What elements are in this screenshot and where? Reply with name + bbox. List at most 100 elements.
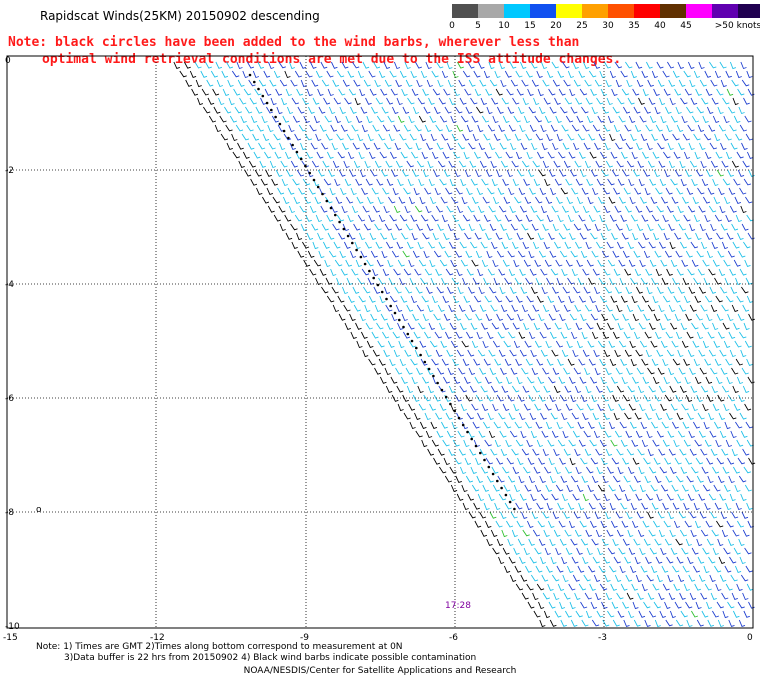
wind-barb — [663, 151, 671, 159]
wind-barb — [635, 205, 643, 213]
wind-barb — [486, 106, 493, 115]
wind-barb — [504, 70, 512, 78]
wind-barb — [318, 106, 326, 114]
wind-barb — [495, 232, 503, 240]
wind-barb — [686, 331, 694, 339]
wind-barb — [543, 241, 550, 249]
wind-barb — [686, 475, 694, 483]
wind-barb — [483, 214, 491, 222]
wind-barb — [635, 430, 643, 438]
wind-barb — [551, 430, 559, 438]
wind-barb — [647, 160, 655, 168]
wind-barb — [612, 619, 620, 627]
wind-barb — [743, 97, 750, 105]
wind-barb — [702, 340, 709, 349]
wind-barb — [748, 313, 755, 321]
wind-barb — [732, 529, 740, 537]
wind-barb — [507, 394, 515, 402]
wind-barb — [447, 79, 454, 88]
wind-barb — [475, 394, 483, 402]
wind-barb — [523, 403, 531, 411]
wind-barb — [530, 574, 539, 582]
wind-barb — [502, 115, 510, 123]
wind-barb — [652, 376, 660, 384]
wind-barb — [675, 619, 684, 627]
time-label: 17:28 — [445, 601, 471, 611]
wind-barb — [483, 421, 491, 429]
wind-barb — [682, 565, 690, 573]
wind-barb — [369, 232, 377, 240]
wind-barb — [644, 187, 651, 196]
wind-barb — [710, 511, 718, 519]
wind-barb — [703, 196, 711, 204]
wind-barb — [250, 178, 258, 186]
wind-barb — [429, 259, 436, 268]
wind-barb — [489, 367, 497, 375]
wind-barb — [717, 619, 725, 628]
wind-barb — [256, 187, 263, 195]
wind-barb — [462, 133, 470, 141]
wind-barb — [599, 214, 606, 223]
wind-barb — [302, 178, 311, 186]
wind-barb — [515, 583, 524, 591]
wind-barb — [452, 214, 459, 222]
wind-barb — [431, 151, 439, 159]
wind-barb — [654, 475, 662, 483]
wind-barb — [695, 232, 702, 240]
wind-barb — [570, 106, 578, 114]
wind-barb — [330, 124, 338, 132]
wind-barb — [472, 421, 480, 429]
wind-barb — [595, 304, 602, 313]
wind-barb — [712, 322, 719, 331]
wind-barb — [643, 250, 651, 259]
wind-barb — [549, 538, 556, 546]
wind-barb — [540, 124, 547, 133]
wind-barb — [719, 493, 727, 501]
wind-barb — [554, 241, 561, 249]
contamination-dot — [346, 234, 350, 238]
legend-label: 20 — [550, 21, 562, 31]
wind-barb — [397, 259, 405, 267]
wind-barb — [689, 448, 697, 456]
wind-barb — [414, 268, 422, 276]
wind-barb — [184, 61, 191, 69]
wind-barb — [501, 529, 508, 538]
wind-barb — [471, 196, 479, 204]
wind-barb — [597, 259, 605, 267]
wind-barb — [467, 430, 475, 438]
wind-barb — [515, 151, 523, 160]
wind-barb — [363, 142, 370, 150]
wind-barb — [585, 385, 592, 394]
wind-barb — [706, 394, 714, 402]
x-axis-labels: -15 -12 -9 -6 -3 0 — [3, 633, 753, 643]
wind-barb — [514, 421, 522, 429]
wind-barb — [717, 394, 725, 402]
wind-barb — [691, 466, 699, 474]
wind-barb — [694, 295, 702, 303]
wind-barb — [380, 88, 388, 96]
wind-barb — [407, 97, 415, 105]
wind-barb — [727, 169, 734, 177]
wind-barb — [740, 493, 747, 501]
wind-barb — [724, 277, 731, 286]
wind-barb — [652, 583, 660, 591]
wind-barb — [231, 70, 240, 78]
wind-barb — [684, 232, 692, 240]
wind-barb — [638, 241, 646, 249]
wind-barb — [630, 133, 637, 141]
wind-barb — [350, 187, 357, 196]
wind-barb — [719, 61, 727, 69]
wind-barb — [623, 475, 631, 483]
wind-barb — [433, 394, 441, 402]
wind-barb — [553, 592, 560, 601]
wind-barb — [185, 79, 192, 87]
wind-barb — [579, 520, 587, 528]
wind-barb — [336, 70, 345, 78]
wind-barb — [620, 151, 628, 159]
wind-barb — [285, 232, 293, 240]
wind-barb — [698, 349, 706, 357]
wind-barb — [365, 178, 373, 186]
wind-barb — [484, 439, 492, 447]
wind-barb — [732, 97, 739, 106]
wind-barb — [327, 88, 334, 97]
